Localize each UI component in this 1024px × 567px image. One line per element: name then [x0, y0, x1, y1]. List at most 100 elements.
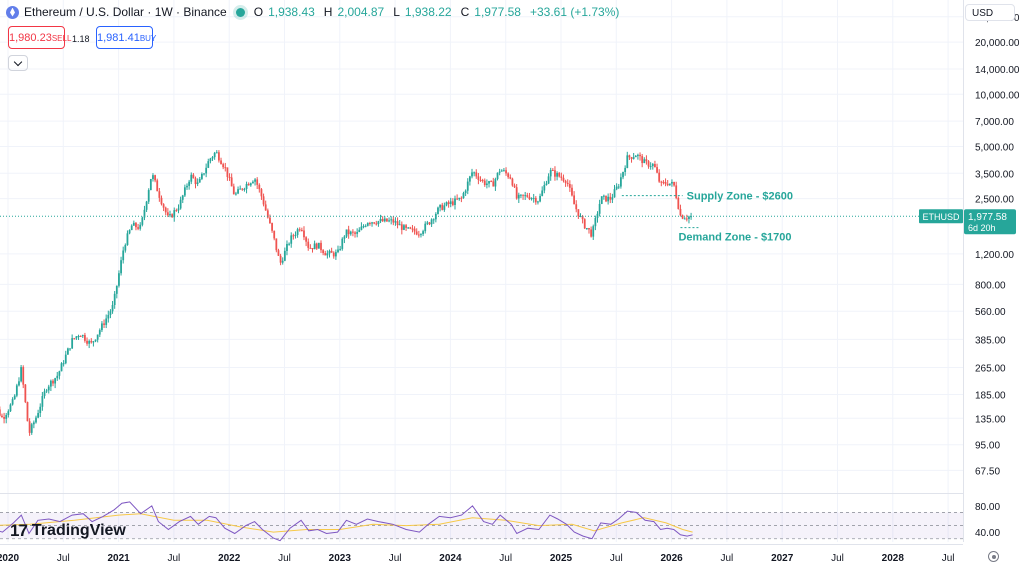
x-tick-label: 2023 [329, 553, 352, 564]
candle-body [200, 173, 203, 179]
buy-button[interactable]: 1,981.41 BUY [96, 26, 156, 49]
candle-body [566, 182, 569, 184]
candle-body [688, 216, 690, 220]
candle-body [666, 183, 669, 186]
x-tick-label: 2027 [771, 553, 794, 564]
last-price-tag-value: 1,977.58 [968, 212, 1007, 223]
candle-body [424, 223, 427, 232]
candle-body [277, 250, 280, 256]
candle-body [81, 335, 84, 337]
candle-body [398, 224, 401, 226]
candle-body [194, 178, 197, 185]
candle-body [311, 248, 314, 250]
candle-body [509, 177, 512, 179]
candle-body [222, 164, 225, 168]
candle-body [294, 234, 297, 236]
candle-body [647, 161, 650, 167]
candle-body [590, 229, 593, 237]
change-value: +33.61 (+1.73%) [529, 5, 620, 19]
candle-body [441, 204, 444, 210]
candle-body [394, 221, 397, 223]
buy-price: 1,981.41 [97, 31, 140, 44]
candle-body [324, 253, 327, 256]
candle-body [218, 152, 220, 161]
candle-body [79, 336, 82, 338]
candle-body [364, 225, 367, 227]
candle-body [560, 176, 563, 178]
candle-body [237, 189, 239, 194]
settings-gear-icon[interactable] [988, 551, 999, 562]
candle-body [313, 243, 316, 250]
currency-selector[interactable]: USD [965, 4, 1015, 21]
candle-body [156, 180, 159, 192]
x-tick-label: Jul [389, 553, 402, 564]
candle-body [468, 176, 471, 182]
candle-body [420, 234, 422, 236]
candle-body [43, 391, 46, 397]
candle-body [96, 334, 99, 340]
candle-body [71, 338, 74, 349]
tradingview-logo-text: TradingView [31, 522, 126, 539]
candle-body [426, 222, 429, 224]
candle-body [588, 228, 590, 230]
candle-body [13, 395, 16, 400]
candle-body [77, 336, 80, 338]
candle-body [366, 223, 369, 226]
candle-body [183, 187, 186, 196]
candle-body [613, 189, 616, 198]
candle-body [169, 214, 171, 216]
candle-body [611, 197, 614, 200]
candle-body [158, 191, 161, 198]
candle-body [262, 196, 265, 205]
candle-body [145, 201, 148, 210]
sell-button[interactable]: 1,980.23 SELL [8, 26, 71, 49]
candle-body [503, 170, 505, 172]
candle-body [220, 160, 222, 165]
candle-body [32, 422, 35, 425]
candle-body [292, 235, 295, 237]
candle-body [492, 181, 495, 187]
candle-body [7, 411, 10, 415]
candle-body [132, 222, 135, 226]
candle-body [379, 218, 382, 222]
candle-body [549, 170, 552, 177]
candle-body [62, 363, 65, 365]
candle-body [619, 177, 622, 187]
candle-body [75, 336, 78, 339]
candle-body [415, 231, 418, 235]
candle-body [485, 183, 488, 185]
candle-body [181, 195, 184, 200]
sell-label: SELL [51, 33, 72, 43]
candle-body [98, 330, 101, 335]
candle-body [207, 161, 210, 168]
candle-body [490, 181, 493, 183]
y-tick-label: 560.00 [975, 307, 1006, 318]
candle-body [579, 216, 582, 218]
candle-body [377, 221, 380, 225]
candle-body [630, 157, 633, 159]
countdown-label: 6d 20h [968, 223, 996, 233]
open-key: O [253, 5, 264, 19]
candle-body [300, 230, 303, 232]
candle-body [166, 212, 169, 216]
x-tick-label: Jul [57, 553, 70, 564]
tradingview-logo[interactable]: 17 TradingView [10, 521, 126, 541]
candle-body [307, 241, 310, 248]
candle-body [39, 406, 42, 414]
candle-body [56, 375, 59, 379]
candle-body [11, 399, 14, 405]
candle-body [88, 340, 91, 344]
candle-body [679, 208, 682, 216]
symbol-title[interactable]: Ethereum / U.S. Dollar · 1W · Binance [24, 5, 227, 19]
candle-body [15, 385, 18, 396]
high-key: H [323, 5, 333, 19]
candle-body [683, 218, 686, 220]
candle-body [356, 231, 359, 234]
collapse-chevron-icon[interactable] [8, 55, 28, 71]
candle-body [528, 196, 531, 200]
candle-body [64, 354, 67, 364]
candle-body [122, 250, 125, 261]
candle-body [107, 314, 110, 319]
candle-body [258, 184, 261, 190]
